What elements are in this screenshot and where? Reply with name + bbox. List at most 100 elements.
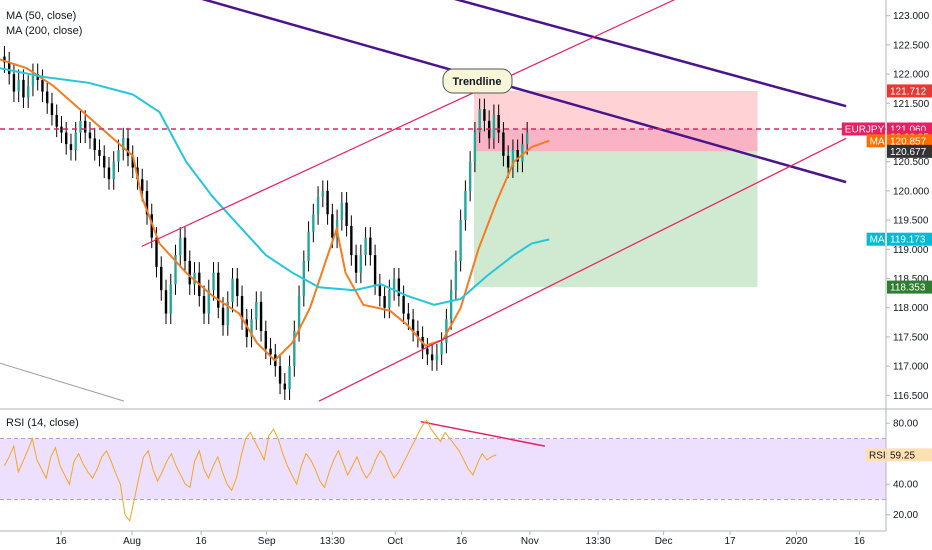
rsi-tick-label: 80.00 [893,419,918,430]
price-tag-bg [887,280,932,294]
time-tick-label: 2020 [785,536,808,547]
candle-body [17,79,20,92]
rsi-band-fill [0,438,886,500]
candle-body [3,56,6,63]
candle-body [193,272,196,285]
candle-body [312,214,315,232]
candle-body [307,231,310,261]
candle-body [122,138,125,151]
candle-body [283,383,287,390]
candle-body [316,196,320,215]
price-tag-bg [887,232,932,246]
trendline-annotation-bubble [442,68,513,94]
moving-average-lines [0,58,550,362]
rsi-tag-name-bg [866,448,886,462]
price-tag-value: 119.173 [890,235,926,246]
candle-body [79,120,82,133]
price-tick-label: 120.500 [893,157,930,168]
candle-body [449,290,453,320]
candle-body [41,79,44,92]
candle-body [36,74,39,80]
candle-body [236,278,239,297]
candle-body [397,278,401,297]
candle-body [12,74,16,92]
time-tick-label: Dec [655,536,673,547]
rsi-tag-value: 59.25 [890,450,915,461]
price-tick-label: 117.000 [893,362,929,373]
candle-body [483,109,486,121]
candle-body [392,278,396,291]
price-tag-bg [887,84,932,98]
chart-drawings [0,0,886,447]
candle-body [492,114,496,139]
price-tick-label: 122.500 [893,40,930,51]
rsi-legend[interactable]: RSI (14, close) [6,417,79,429]
trendline-annotation: Trendline [442,68,513,94]
candle-body [369,237,372,256]
candle-body [188,260,191,285]
price-tag-value: 118.353 [890,283,926,294]
candle-body [145,190,149,215]
candle-body [345,202,348,226]
price-tags: 121.712EURJPY121.06002:02:35MA120.857120… [841,84,932,462]
candle-body [74,132,77,151]
time-tick-label: 16 [854,536,866,547]
rsi-tag-bg [887,448,932,462]
candle-body [440,342,443,355]
price-tick-label: 119.500 [893,216,929,227]
grey-trendline [0,362,125,402]
candle-body [278,366,282,384]
price-tag-name-bg [841,122,885,136]
time-tick-label: Aug [123,536,141,547]
ma200-legend[interactable]: MA (200, close) [6,25,83,37]
candle-body [22,79,25,98]
candle-body [264,331,267,349]
rsi-line [3,419,497,522]
candle-body [354,255,358,273]
candle-body [497,114,500,133]
candle-body [525,132,529,145]
time-tick-label: 13:30 [320,536,345,547]
candle-body [259,301,263,332]
candle-body [445,319,448,343]
price-tick-label: 122.000 [893,70,930,81]
price-tag-name: EURJPY [845,124,885,135]
entry-zone [474,128,758,152]
candle-body [364,237,367,256]
candle-body [459,220,462,261]
rsi-divergence-line [420,420,546,447]
candle-body [255,301,258,320]
rsi-line-path [3,419,497,522]
time-tick-label: Nov [521,536,539,547]
price-tick-label: 120.000 [893,186,930,197]
candle-body [103,155,106,168]
stop-zone [474,90,758,152]
candle-body [207,290,210,314]
candle-body [217,272,220,308]
candle-body [141,179,144,191]
candle-body [388,290,391,308]
candle-body [107,167,111,180]
risk-reward-zones [474,90,758,288]
ma50-legend[interactable]: MA (50, close) [6,10,77,22]
candle-body [250,319,253,337]
candle-body [411,319,415,332]
candle-body [350,225,353,256]
candle-body [84,120,87,133]
ma50-line [0,58,550,362]
candle-body [468,161,472,191]
channel-line-2 [318,137,847,402]
price-tick-label: 119.000 [893,245,929,256]
trendline-annotation-text: Trendline [453,76,502,88]
candle-body [416,331,420,337]
candle-body [435,354,439,361]
price-tick-label: 123.000 [893,11,930,22]
ma200-line [0,67,550,306]
time-tick-label: Sep [258,536,276,547]
candle-body [160,266,163,291]
candle-body [502,132,505,156]
time-tick-label: 16 [196,536,208,547]
candle-body [93,138,96,151]
candle-body [231,278,234,302]
